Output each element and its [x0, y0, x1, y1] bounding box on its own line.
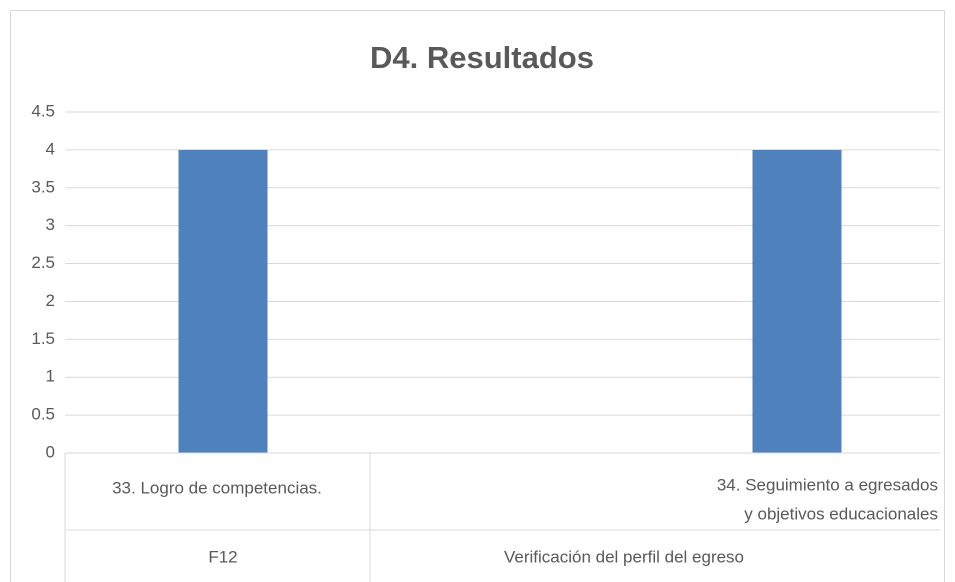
- y-tick-label: 0: [46, 442, 55, 461]
- x-tick-label: 33. Logro de competencias.: [112, 478, 322, 497]
- y-tick-label: 2.5: [31, 253, 55, 272]
- x-tick-label: 34. Seguimiento a egresados: [717, 475, 938, 494]
- bar: [752, 149, 842, 453]
- y-tick-label: 0.5: [31, 405, 55, 424]
- bar: [178, 149, 268, 453]
- chart-border: [10, 10, 945, 582]
- y-tick-label: 3.5: [31, 177, 55, 196]
- y-tick-label: 4.5: [31, 101, 55, 120]
- group-label: F12: [208, 547, 237, 566]
- y-tick-label: 3: [46, 215, 55, 234]
- x-tick-label: y objetivos educacionales: [744, 504, 938, 523]
- y-tick-label: 1.5: [31, 329, 55, 348]
- y-tick-label: 1: [46, 367, 55, 386]
- y-tick-label: 2: [46, 291, 55, 310]
- y-tick-label: 4: [46, 139, 55, 158]
- chart-title: D4. Resultados: [370, 40, 594, 75]
- group-label: Verificación del perfil del egreso: [504, 547, 744, 566]
